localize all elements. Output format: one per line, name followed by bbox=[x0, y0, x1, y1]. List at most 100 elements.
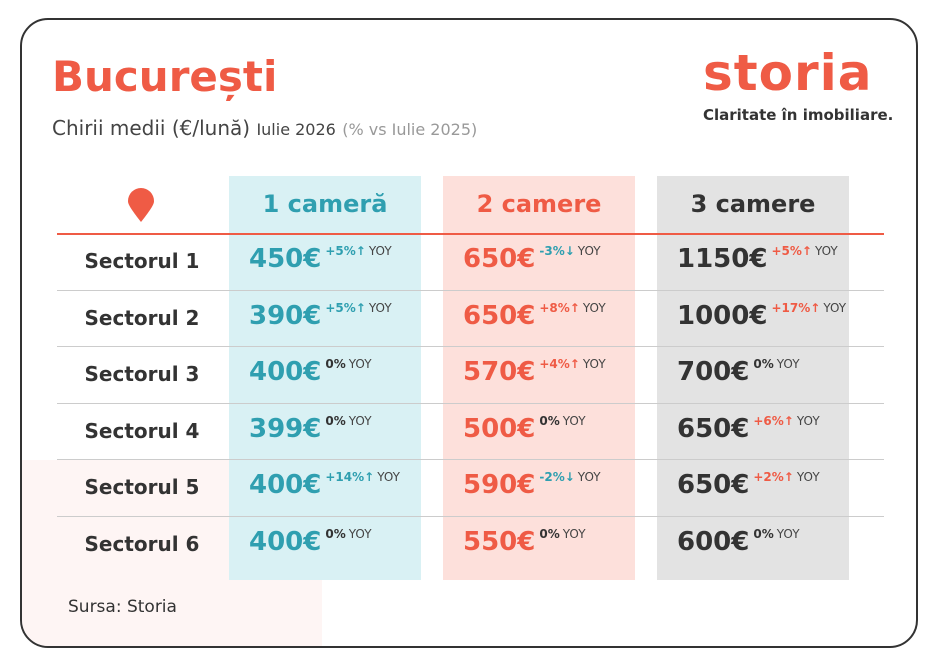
cell: 400€ 0% YOY bbox=[249, 357, 372, 387]
change: +5%↑ bbox=[771, 244, 812, 258]
yoy: YOY bbox=[796, 413, 820, 428]
cell: 650€ +8%↑ YOY bbox=[463, 301, 606, 331]
change: 0% bbox=[539, 413, 560, 428]
tagline: Claritate în imobiliare. bbox=[703, 106, 894, 124]
cell: 390€ +5%↑ YOY bbox=[249, 301, 392, 331]
price: 500€ bbox=[463, 413, 536, 444]
price: 600€ bbox=[677, 527, 750, 557]
row-label: Sectorul 6 bbox=[84, 532, 200, 556]
comparison: (% vs Iulie 2025) bbox=[342, 120, 478, 139]
column-band bbox=[229, 176, 421, 580]
row-label: Sectorul 3 bbox=[84, 362, 200, 387]
title: București bbox=[52, 52, 278, 101]
price: 650€ bbox=[677, 413, 750, 444]
source: Sursa: Storia bbox=[68, 597, 177, 617]
change: 0% bbox=[325, 413, 346, 428]
cell: 399€ 0% YOY bbox=[249, 414, 372, 444]
row-line bbox=[57, 516, 884, 517]
row-line bbox=[57, 459, 884, 461]
row-label: Sectorul 5 bbox=[84, 475, 200, 500]
change: -3%↓ bbox=[539, 244, 575, 258]
location-pin bbox=[128, 188, 154, 222]
yoy: YOY bbox=[377, 470, 401, 485]
row-line bbox=[57, 346, 884, 348]
subtitle-line: Chirii medii (€/lună) Iulie 2026 (% vs I… bbox=[52, 116, 477, 140]
change: +5%↑ bbox=[325, 244, 366, 258]
price: 590€ bbox=[463, 470, 536, 501]
yoy: YOY bbox=[562, 527, 586, 541]
cell: 600€ 0% YOY bbox=[677, 527, 800, 557]
yoy: YOY bbox=[814, 244, 838, 258]
yoy: YOY bbox=[582, 357, 606, 372]
change: 0% bbox=[539, 527, 560, 541]
yoy: YOY bbox=[577, 470, 601, 485]
price: 399€ bbox=[249, 413, 322, 444]
yoy: YOY bbox=[368, 300, 392, 315]
cell: 1150€ +5%↑ YOY bbox=[677, 244, 838, 274]
row-label: Sectorul 4 bbox=[84, 418, 200, 443]
period: Iulie 2026 bbox=[256, 120, 336, 139]
cell: 650€ +6%↑ YOY bbox=[677, 414, 820, 444]
row-label: Sectorul 2 bbox=[84, 305, 200, 330]
column-header: 3 camere bbox=[690, 190, 816, 218]
cell: 650€ +2%↑ YOY bbox=[677, 470, 820, 500]
logo: storia bbox=[703, 44, 873, 102]
change: +17%↑ bbox=[771, 300, 821, 315]
change: 0% bbox=[753, 357, 774, 372]
cell: 400€ 0% YOY bbox=[249, 527, 372, 557]
column-band bbox=[657, 176, 849, 580]
price: 650€ bbox=[463, 300, 536, 331]
change: 0% bbox=[325, 527, 346, 541]
price: 400€ bbox=[249, 527, 322, 557]
price: 700€ bbox=[677, 357, 750, 388]
cell: 550€ 0% YOY bbox=[463, 527, 586, 557]
price: 400€ bbox=[249, 357, 322, 388]
price: 650€ bbox=[677, 470, 750, 501]
price: 450€ bbox=[249, 244, 322, 274]
price: 650€ bbox=[463, 244, 536, 274]
price: 1000€ bbox=[677, 300, 768, 331]
cell: 1000€ +17%↑ YOY bbox=[677, 301, 846, 331]
change: 0% bbox=[753, 527, 774, 541]
yoy: YOY bbox=[796, 470, 820, 485]
price: 390€ bbox=[249, 300, 322, 331]
price: 1150€ bbox=[677, 244, 768, 274]
header-rule bbox=[57, 233, 884, 235]
yoy: YOY bbox=[823, 300, 847, 315]
column-header: 2 camere bbox=[476, 190, 602, 218]
price: 400€ bbox=[249, 470, 322, 501]
cell: 570€ +4%↑ YOY bbox=[463, 357, 606, 387]
yoy: YOY bbox=[368, 244, 392, 258]
column-header: 1 cameră bbox=[262, 190, 388, 218]
cell: 650€ -3%↓ YOY bbox=[463, 244, 601, 274]
change: +8%↑ bbox=[539, 300, 580, 315]
yoy: YOY bbox=[348, 357, 372, 372]
cell: 400€ +14%↑ YOY bbox=[249, 470, 400, 500]
change: +5%↑ bbox=[325, 300, 366, 315]
cell: 700€ 0% YOY bbox=[677, 357, 800, 387]
yoy: YOY bbox=[577, 244, 601, 258]
row-label: Sectorul 1 bbox=[84, 249, 200, 273]
change: -2%↓ bbox=[539, 470, 575, 485]
yoy: YOY bbox=[582, 300, 606, 315]
row-line bbox=[57, 402, 884, 404]
change: 0% bbox=[325, 357, 346, 372]
yoy: YOY bbox=[776, 527, 800, 541]
change: +6%↑ bbox=[753, 413, 794, 428]
cell: 500€ 0% YOY bbox=[463, 414, 586, 444]
yoy: YOY bbox=[776, 357, 800, 372]
cell: 590€ -2%↓ YOY bbox=[463, 470, 601, 500]
change: +4%↑ bbox=[539, 357, 580, 372]
yoy: YOY bbox=[562, 413, 586, 428]
change: +2%↑ bbox=[753, 470, 794, 485]
yoy: YOY bbox=[348, 527, 372, 541]
change: +14%↑ bbox=[325, 470, 375, 485]
price: 570€ bbox=[463, 357, 536, 388]
row-line bbox=[57, 289, 884, 291]
column-band bbox=[443, 176, 635, 580]
yoy: YOY bbox=[348, 413, 372, 428]
price: 550€ bbox=[463, 527, 536, 557]
subtitle: Chirii medii (€/lună) bbox=[52, 116, 251, 140]
cell: 450€ +5%↑ YOY bbox=[249, 244, 392, 274]
